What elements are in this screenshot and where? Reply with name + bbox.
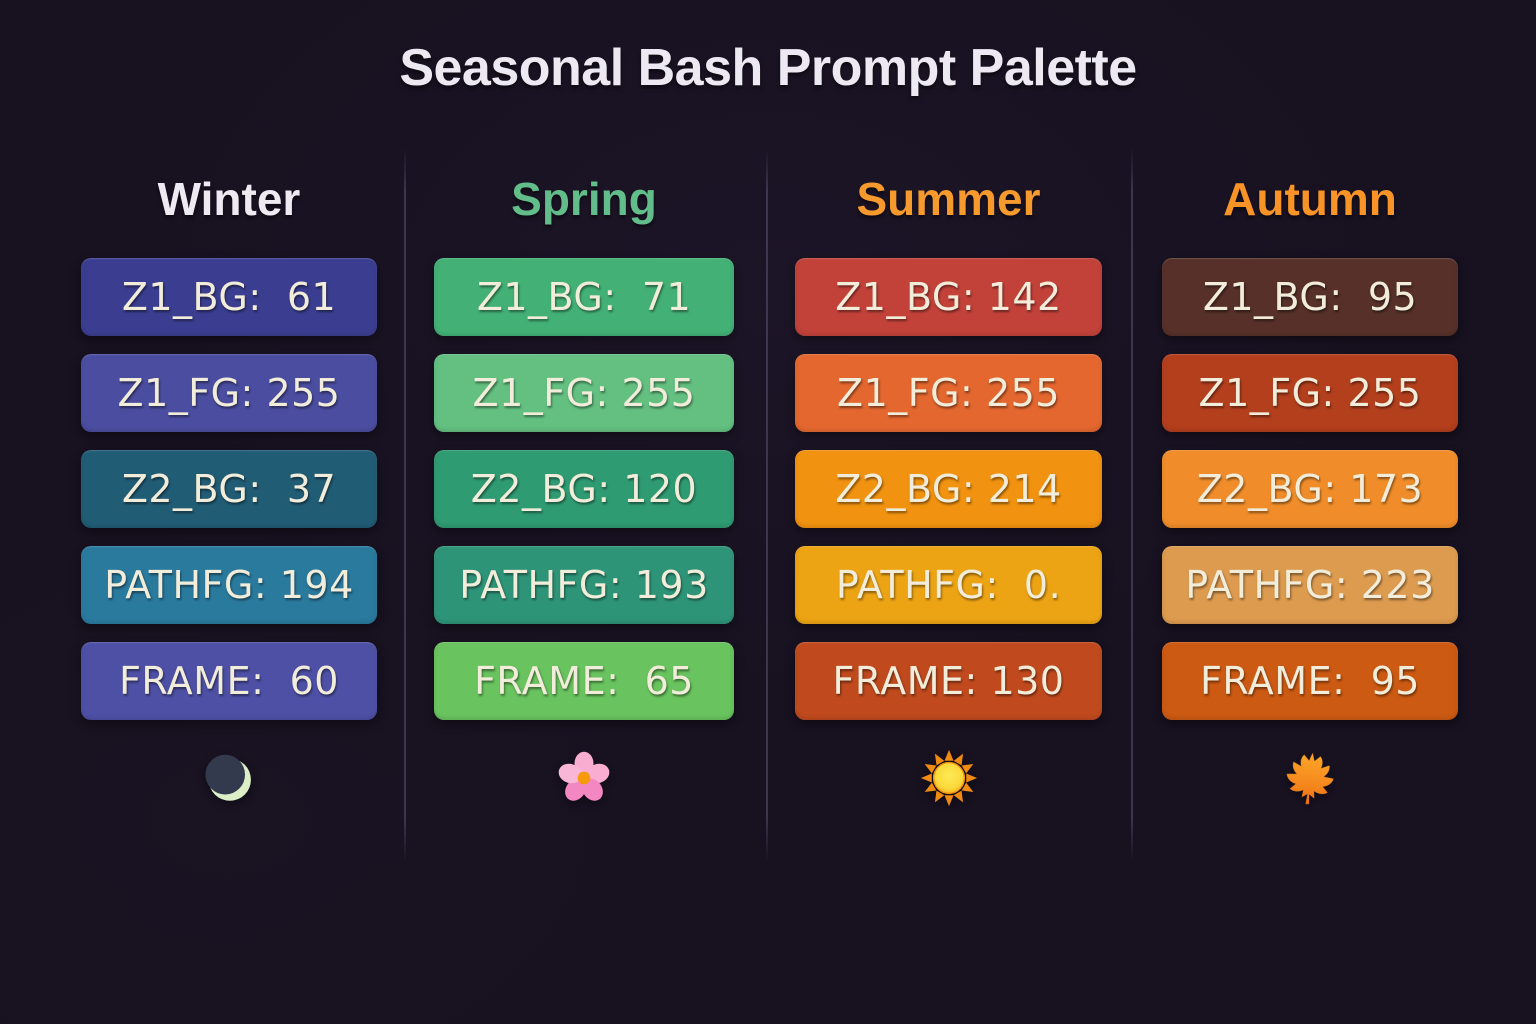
badge-label: Z1_BG: bbox=[121, 275, 262, 319]
season-icon-row bbox=[81, 746, 377, 810]
column-divider bbox=[766, 148, 768, 862]
season-header: Winter bbox=[157, 173, 301, 225]
badge-label: PATHFG: bbox=[1185, 563, 1349, 607]
badge-label: Z1_FG: bbox=[472, 371, 609, 415]
badge-value: 255 bbox=[1334, 371, 1422, 415]
badge-value: 95 bbox=[1345, 659, 1420, 703]
badge-value: 130 bbox=[977, 659, 1065, 703]
badge-label: Z1_BG: bbox=[835, 275, 976, 319]
maple-leaf-icon bbox=[1286, 752, 1334, 805]
badge-frame: FRAME: 60 bbox=[81, 642, 377, 720]
badge-value: 193 bbox=[622, 563, 709, 607]
badge-z2-bg: Z2_BG: 173 bbox=[1162, 450, 1458, 528]
badge-z2-bg: Z2_BG: 37 bbox=[81, 450, 377, 528]
badge-label: Z1_BG: bbox=[1202, 275, 1343, 319]
badge-z1-fg: Z1_FG: 255 bbox=[1162, 354, 1458, 432]
badge-z1-bg: Z1_BG: 142 bbox=[795, 258, 1102, 336]
season-header: Summer bbox=[856, 173, 1041, 225]
badge-value: 71 bbox=[616, 275, 692, 319]
badge-value: 173 bbox=[1336, 467, 1424, 511]
season-icon-row bbox=[795, 746, 1102, 810]
badge-label: FRAME: bbox=[1200, 659, 1346, 703]
badge-value: 214 bbox=[975, 467, 1062, 511]
season-header: Spring bbox=[511, 173, 657, 225]
badge-label: PATHFG: bbox=[104, 563, 268, 607]
badge-label: FRAME: bbox=[474, 659, 620, 703]
page-title: Seasonal Bash Prompt Palette bbox=[399, 39, 1137, 97]
season-column-winter: Winter Z1_BG: 61 Z1_FG: 255 Z2_BG: 37 PA… bbox=[81, 168, 377, 810]
badge-value: 255 bbox=[973, 371, 1060, 415]
badge-label: Z2_BG: bbox=[470, 467, 611, 511]
season-column-spring: Spring Z1_BG: 71 Z1_FG: 255 Z2_BG: 120 P… bbox=[434, 168, 734, 810]
season-header: Autumn bbox=[1223, 173, 1397, 225]
badge-label: Z2_BG: bbox=[835, 467, 976, 511]
badge-label: Z2_BG: bbox=[1196, 467, 1337, 511]
badge-value: 37 bbox=[261, 467, 337, 511]
badge-label: Z2_BG: bbox=[121, 467, 262, 511]
badge-z1-fg: Z1_FG: 255 bbox=[434, 354, 734, 432]
badge-z1-bg: Z1_BG: 71 bbox=[434, 258, 734, 336]
badge-value: 194 bbox=[267, 563, 354, 607]
season-column-autumn: Autumn Z1_BG: 95 Z1_FG: 255 Z2_BG: 173 P… bbox=[1162, 168, 1458, 810]
badge-value: 255 bbox=[253, 371, 341, 415]
badge-label: Z1_FG: bbox=[837, 371, 974, 415]
badge-z1-fg: Z1_FG: 255 bbox=[81, 354, 377, 432]
badge-z1-bg: Z1_BG: 61 bbox=[81, 258, 377, 336]
badge-pathfg: PATHFG: 193 bbox=[434, 546, 734, 624]
badge-value: 120 bbox=[610, 467, 698, 511]
season-icon-row bbox=[434, 746, 734, 810]
badge-value: 142 bbox=[975, 275, 1062, 319]
badge-frame: FRAME: 65 bbox=[434, 642, 734, 720]
badge-pathfg: PATHFG: 0. bbox=[795, 546, 1102, 624]
badge-label: Z1_FG: bbox=[1198, 371, 1335, 415]
badge-frame: FRAME: 130 bbox=[795, 642, 1102, 720]
badge-label: PATHFG: bbox=[835, 563, 999, 607]
badge-z1-fg: Z1_FG: 255 bbox=[795, 354, 1102, 432]
sun-icon bbox=[920, 749, 977, 807]
crescent-moon-icon bbox=[205, 754, 251, 801]
season-icon-row bbox=[1162, 746, 1458, 810]
badge-value: 255 bbox=[608, 371, 696, 415]
badge-label: FRAME: bbox=[832, 659, 978, 703]
cherry-blossom-icon bbox=[558, 751, 610, 801]
badge-pathfg: PATHFG: 223 bbox=[1162, 546, 1458, 624]
badge-value: 0. bbox=[998, 563, 1062, 607]
badge-value: 223 bbox=[1348, 563, 1435, 607]
badge-label: Z1_FG: bbox=[117, 371, 254, 415]
column-divider bbox=[1131, 148, 1133, 862]
badge-label: FRAME: bbox=[119, 659, 265, 703]
column-divider bbox=[404, 148, 406, 862]
badge-z2-bg: Z2_BG: 214 bbox=[795, 450, 1102, 528]
badge-value: 60 bbox=[264, 659, 339, 703]
badge-value: 95 bbox=[1342, 275, 1418, 319]
badge-z1-bg: Z1_BG: 95 bbox=[1162, 258, 1458, 336]
badge-frame: FRAME: 95 bbox=[1162, 642, 1458, 720]
badge-label: Z1_BG: bbox=[476, 275, 617, 319]
badge-z2-bg: Z2_BG: 120 bbox=[434, 450, 734, 528]
badge-pathfg: PATHFG: 194 bbox=[81, 546, 377, 624]
badge-label: PATHFG: bbox=[459, 563, 623, 607]
badge-value: 61 bbox=[261, 275, 337, 319]
season-column-summer: Summer Z1_BG: 142 Z1_FG: 255 Z2_BG: 214 … bbox=[795, 168, 1102, 810]
badge-value: 65 bbox=[619, 659, 694, 703]
